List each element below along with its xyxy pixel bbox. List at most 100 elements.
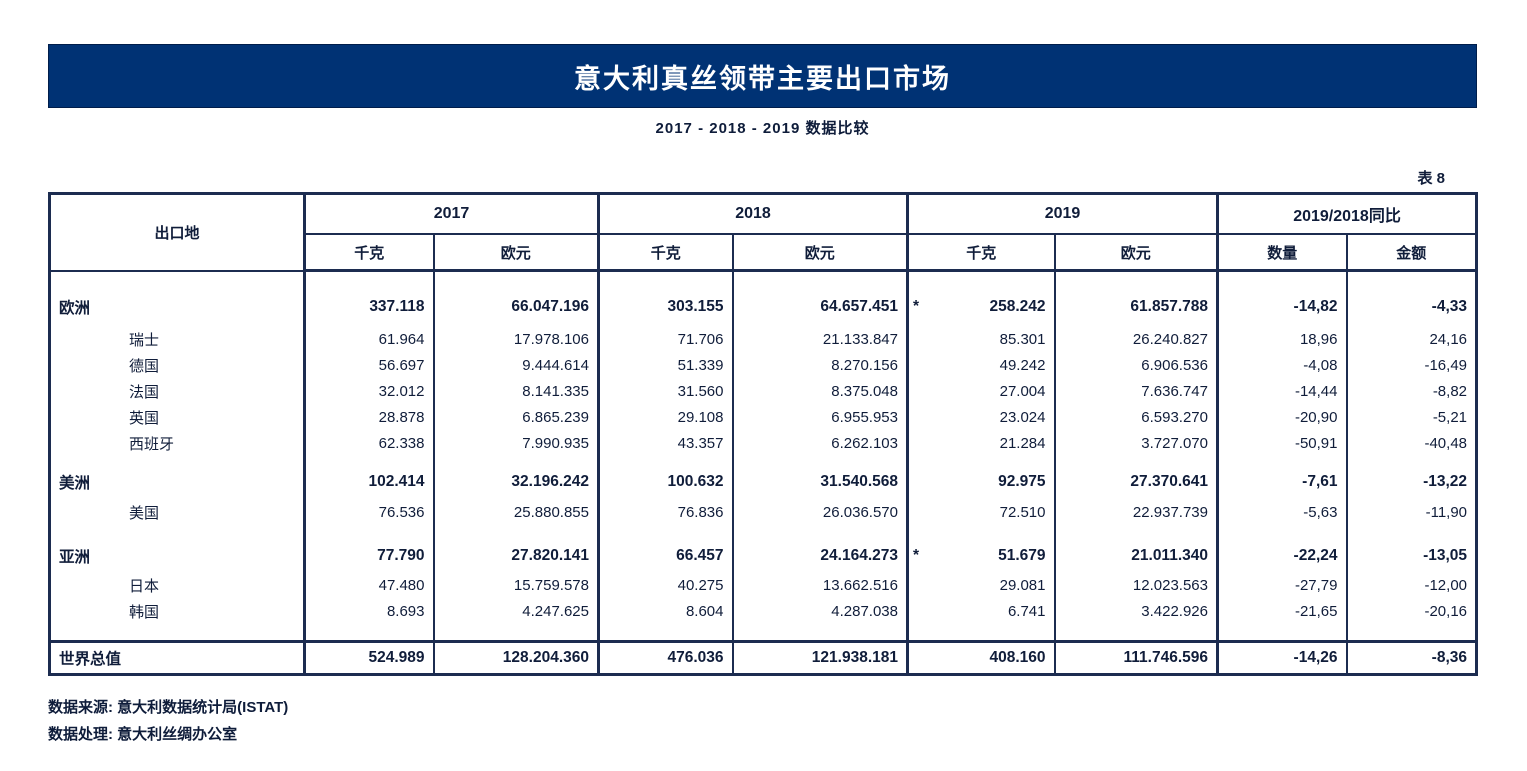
value-cell: 23.024 bbox=[906, 404, 1055, 431]
header-cell-eur-2019: 欧元 bbox=[1053, 234, 1218, 272]
value-text: 258.242 bbox=[989, 297, 1046, 315]
value-cell: 18,96 bbox=[1216, 326, 1347, 353]
header-cell-2019: 2019 bbox=[906, 193, 1218, 235]
value-cell: -50,91 bbox=[1216, 430, 1347, 457]
header-cell-2017: 2017 bbox=[304, 193, 599, 235]
subtitle: 2017 - 2018 - 2019 数据比较 bbox=[655, 120, 870, 137]
value-cell: 40.275 bbox=[597, 572, 733, 599]
value-cell: 337.118 bbox=[303, 270, 434, 327]
value-cell: 21.133.847 bbox=[731, 326, 908, 353]
value-cell: 7.990.935 bbox=[432, 430, 599, 457]
value-cell: 7.636.747 bbox=[1053, 378, 1218, 405]
header-cell-kg-2018: 千克 bbox=[597, 234, 733, 272]
table-row-usa: 美国 76.536 25.880.855 76.836 26.036.570 7… bbox=[50, 499, 1477, 526]
value-cell: 6.741 bbox=[906, 598, 1055, 641]
value-cell: -8,82 bbox=[1345, 378, 1477, 405]
value-cell: 51.339 bbox=[597, 352, 733, 379]
value-cell: 47.480 bbox=[303, 572, 434, 599]
value-cell: -8,36 bbox=[1345, 639, 1477, 674]
value-cell: 27.370.641 bbox=[1053, 456, 1218, 500]
value-cell: 4.287.038 bbox=[731, 598, 908, 641]
value-cell: 21.284 bbox=[906, 430, 1055, 457]
value-cell: 100.632 bbox=[597, 456, 733, 500]
value-cell: 6.262.103 bbox=[731, 430, 908, 457]
header-cell-destination: 出口地 bbox=[49, 193, 306, 272]
value-cell: 8.270.156 bbox=[731, 352, 908, 379]
value-cell: -5,63 bbox=[1216, 499, 1347, 526]
footer-notes: 数据来源: 意大利数据统计局(ISTAT) 数据处理: 意大利丝绸办公室 bbox=[48, 694, 288, 748]
value-cell: 6.955.953 bbox=[731, 404, 908, 431]
page-title: 意大利真丝领带主要出口市场 bbox=[574, 63, 951, 94]
header-cell-eur-2017: 欧元 bbox=[432, 234, 599, 272]
header-cell-yoy: 2019/2018同比 bbox=[1215, 193, 1477, 235]
header-cell-qty: 数量 bbox=[1216, 234, 1347, 272]
value-cell: 72.510 bbox=[906, 499, 1055, 526]
header-cell-eur-2018: 欧元 bbox=[731, 234, 908, 272]
value-cell: 43.357 bbox=[597, 430, 733, 457]
value-cell: 524.989 bbox=[303, 639, 434, 674]
row-label-cell: 日本 bbox=[129, 578, 160, 595]
value-cell: 24.164.273 bbox=[731, 525, 908, 573]
value-cell: -20,90 bbox=[1216, 404, 1347, 431]
table-row-switzerland: 瑞士 61.964 17.978.106 71.706 21.133.847 8… bbox=[50, 326, 1477, 353]
value-cell: 21.011.340 bbox=[1053, 525, 1218, 573]
value-cell: 61.857.788 bbox=[1053, 270, 1218, 327]
value-cell: 102.414 bbox=[303, 456, 434, 500]
value-cell: 62.338 bbox=[303, 430, 434, 457]
value-cell: 8.693 bbox=[303, 598, 434, 641]
row-label-cell: 韩国 bbox=[129, 604, 160, 621]
value-cell-with-asterisk: * 51.679 bbox=[906, 525, 1055, 573]
value-cell-with-asterisk: * 258.242 bbox=[906, 270, 1055, 327]
value-cell: -16,49 bbox=[1345, 352, 1477, 379]
value-cell: 6.593.270 bbox=[1053, 404, 1218, 431]
value-cell: 9.444.614 bbox=[432, 352, 599, 379]
table-row-france: 法国 32.012 8.141.335 31.560 8.375.048 27.… bbox=[50, 378, 1477, 405]
value-cell: 49.242 bbox=[906, 352, 1055, 379]
value-cell: 77.790 bbox=[303, 525, 434, 573]
row-label-cell: 法国 bbox=[129, 384, 160, 401]
value-cell: -4,08 bbox=[1216, 352, 1347, 379]
row-label-cell: 亚洲 bbox=[59, 548, 91, 566]
value-cell: -5,21 bbox=[1345, 404, 1477, 431]
value-cell: 408.160 bbox=[906, 639, 1055, 674]
value-cell: 92.975 bbox=[906, 456, 1055, 500]
value-cell: 15.759.578 bbox=[432, 572, 599, 599]
value-cell: 6.906.536 bbox=[1053, 352, 1218, 379]
value-cell: -13,22 bbox=[1345, 456, 1477, 500]
header-cell-kg-2017: 千克 bbox=[304, 234, 434, 272]
value-cell: 85.301 bbox=[906, 326, 1055, 353]
value-cell: 4.247.625 bbox=[432, 598, 599, 641]
row-label-cell: 美国 bbox=[129, 505, 160, 522]
value-cell: 17.978.106 bbox=[432, 326, 599, 353]
value-cell: -14,82 bbox=[1216, 270, 1347, 327]
title-banner: 意大利真丝领带主要出口市场 bbox=[48, 44, 1477, 108]
table-header-years: 出口地 2017 2018 2019 2019/2018同比 bbox=[49, 193, 1477, 272]
value-cell: -22,24 bbox=[1216, 525, 1347, 573]
value-cell: -14,26 bbox=[1216, 639, 1347, 674]
value-cell: -40,48 bbox=[1345, 430, 1477, 457]
value-cell: 111.746.596 bbox=[1053, 639, 1218, 674]
value-cell: 28.878 bbox=[303, 404, 434, 431]
value-cell: 476.036 bbox=[597, 639, 733, 674]
value-cell: 66.047.196 bbox=[432, 270, 599, 327]
value-cell: 56.697 bbox=[303, 352, 434, 379]
value-cell: -27,79 bbox=[1216, 572, 1347, 599]
value-cell: 8.604 bbox=[597, 598, 733, 641]
value-cell: 61.964 bbox=[303, 326, 434, 353]
value-cell: 71.706 bbox=[597, 326, 733, 353]
table-header-units: 千克 欧元 千克 欧元 千克 欧元 数量 金额 bbox=[50, 234, 1477, 272]
asterisk-marker: * bbox=[913, 297, 920, 315]
row-label-cell: 西班牙 bbox=[129, 436, 175, 453]
value-cell: 64.657.451 bbox=[731, 270, 908, 327]
row-label-cell: 英国 bbox=[129, 410, 160, 427]
table-row-europe: 欧洲 337.118 66.047.196 303.155 64.657.451… bbox=[50, 270, 1477, 327]
table-row-germany: 德国 56.697 9.444.614 51.339 8.270.156 49.… bbox=[50, 352, 1477, 379]
data-source-note: 数据来源: 意大利数据统计局(ISTAT) bbox=[48, 699, 289, 716]
value-cell: 3.422.926 bbox=[1053, 598, 1218, 641]
value-cell: 31.540.568 bbox=[731, 456, 908, 500]
value-cell: 76.836 bbox=[597, 499, 733, 526]
table-number-label: 表 8 bbox=[1417, 170, 1445, 187]
value-cell: 22.937.739 bbox=[1053, 499, 1218, 526]
row-label-cell: 欧洲 bbox=[59, 299, 91, 317]
value-cell: 8.375.048 bbox=[731, 378, 908, 405]
